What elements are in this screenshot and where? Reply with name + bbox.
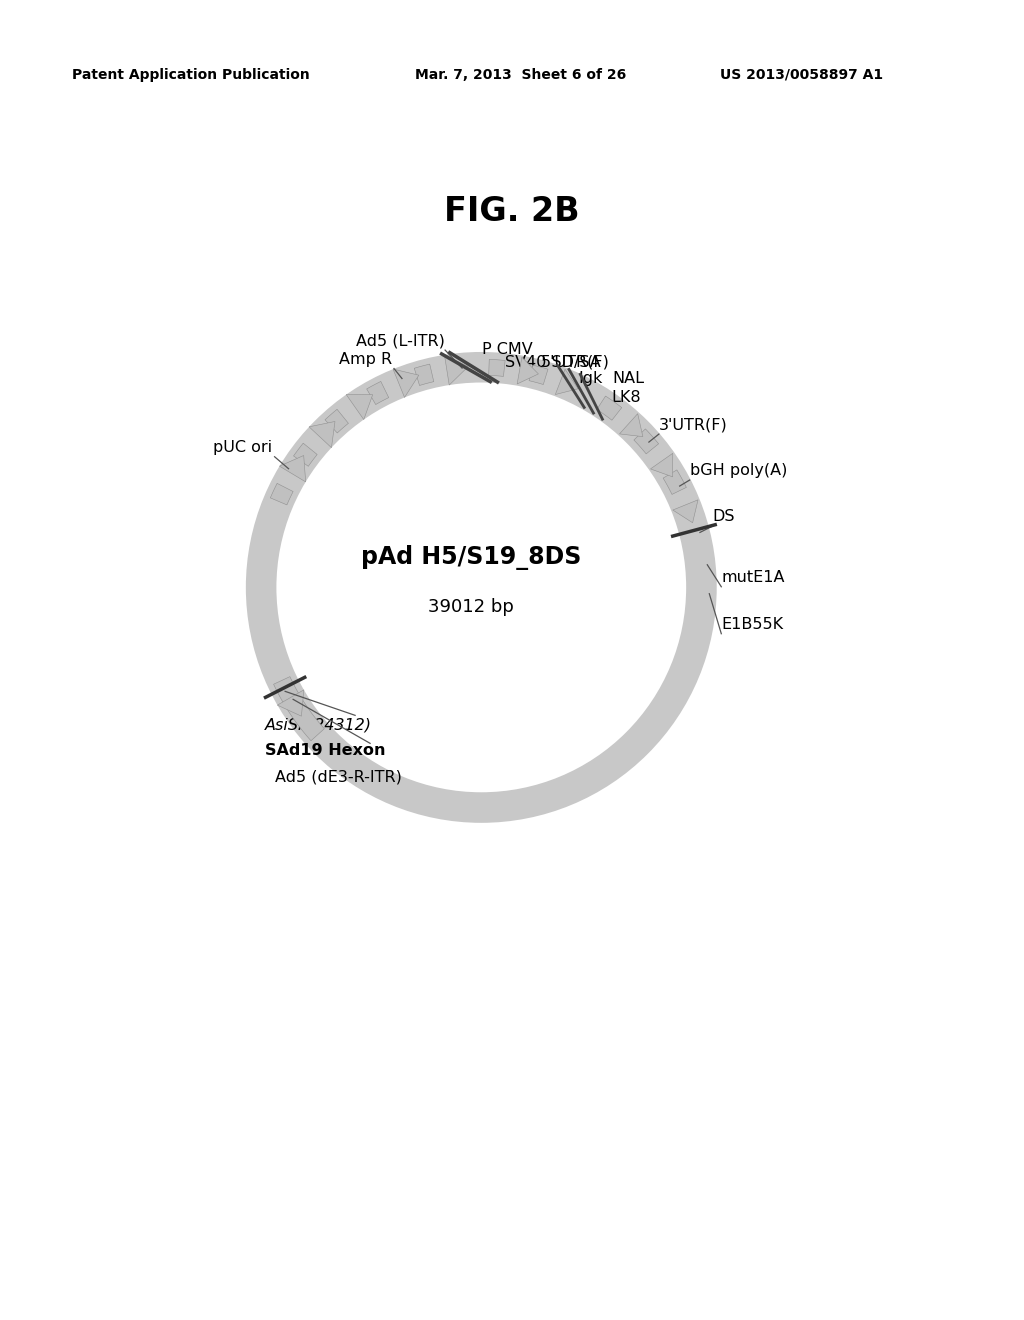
Text: Ad5 (dE3-R-ITR): Ad5 (dE3-R-ITR) [275,770,402,784]
Text: Mar. 7, 2013  Sheet 6 of 26: Mar. 7, 2013 Sheet 6 of 26 [415,69,627,82]
Text: NAL: NAL [612,371,644,385]
Polygon shape [517,358,539,384]
Polygon shape [529,366,548,384]
Polygon shape [673,500,698,523]
Text: Amp R: Amp R [339,351,392,367]
Text: pAd H5/S19_8DS: pAd H5/S19_8DS [361,545,582,570]
Text: DS: DS [712,510,734,524]
Text: Patent Application Publication: Patent Application Publication [72,69,309,82]
Polygon shape [309,421,335,447]
Polygon shape [278,690,304,717]
Polygon shape [620,413,643,437]
Text: AsiSI (24312): AsiSI (24312) [265,717,372,733]
Text: 5'UTR(F): 5'UTR(F) [541,355,609,370]
Polygon shape [270,483,293,504]
Text: 39012 bp: 39012 bp [428,598,514,616]
Text: LK8: LK8 [611,389,641,405]
Polygon shape [444,355,468,385]
Text: Ad5 (L-ITR): Ad5 (L-ITR) [356,333,445,348]
Polygon shape [488,359,505,376]
Polygon shape [273,677,325,741]
Text: P CMV: P CMV [481,342,532,358]
Polygon shape [367,381,389,404]
Text: SAd19 Hexon: SAd19 Hexon [265,743,386,759]
Text: FIG. 2B: FIG. 2B [444,195,580,228]
Polygon shape [415,364,434,385]
Text: Igk: Igk [579,371,603,385]
Polygon shape [280,455,306,482]
Polygon shape [393,370,419,397]
Polygon shape [346,395,373,420]
Text: US 2013/0058897 A1: US 2013/0058897 A1 [720,69,883,82]
Text: 3'UTR(F): 3'UTR(F) [658,417,728,432]
Polygon shape [650,453,673,477]
Text: mutE1A: mutE1A [721,570,784,585]
Polygon shape [664,470,686,495]
Polygon shape [555,370,579,395]
Polygon shape [294,444,317,466]
Text: pUC ori: pUC ori [213,440,272,454]
Polygon shape [597,396,622,420]
Text: E1B55K: E1B55K [721,616,783,632]
Polygon shape [634,429,658,454]
Polygon shape [325,409,348,433]
Text: SV40 SD/SA: SV40 SD/SA [505,355,600,370]
Text: bGH poly(A): bGH poly(A) [690,463,787,478]
